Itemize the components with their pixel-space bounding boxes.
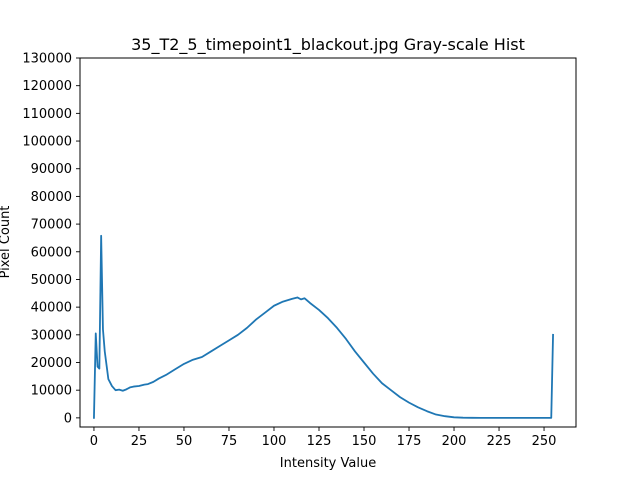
plot-frame	[79, 57, 577, 428]
y-tick-label: 110000	[22, 107, 72, 122]
y-tick-label: 80000	[31, 190, 72, 205]
y-tick-label: 40000	[31, 301, 72, 316]
y-tick-label: 130000	[22, 52, 72, 67]
y-tick-label: 70000	[31, 218, 72, 233]
histogram-line	[93, 234, 554, 419]
x-tick-label: 75	[221, 434, 238, 449]
x-tick-label: 125	[307, 434, 332, 449]
y-tick-label: 30000	[31, 328, 72, 343]
y-tick-label: 120000	[22, 79, 72, 94]
y-tick-label: 0	[64, 411, 72, 426]
x-tick-label: 25	[131, 434, 148, 449]
y-tick-label: 10000	[31, 384, 72, 399]
y-tick-label: 50000	[31, 273, 72, 288]
x-axis-label: Intensity Value	[280, 456, 376, 471]
chart-title: 35_T2_5_timepoint1_blackout.jpg Gray-sca…	[131, 35, 525, 55]
x-tick-label: 150	[352, 434, 377, 449]
x-tick-label: 50	[176, 434, 193, 449]
x-tick-label: 200	[442, 434, 467, 449]
y-tick-label: 60000	[31, 245, 72, 260]
y-tick-label: 20000	[31, 356, 72, 371]
y-axis-label: Pixel Count	[0, 206, 13, 279]
x-tick-label: 100	[262, 434, 287, 449]
x-tick-label: 0	[90, 434, 98, 449]
x-tick-label: 225	[487, 434, 512, 449]
y-tick-label: 90000	[31, 162, 72, 177]
y-tick-label: 100000	[22, 135, 72, 150]
x-tick-label: 250	[532, 434, 557, 449]
x-tick-label: 175	[397, 434, 422, 449]
